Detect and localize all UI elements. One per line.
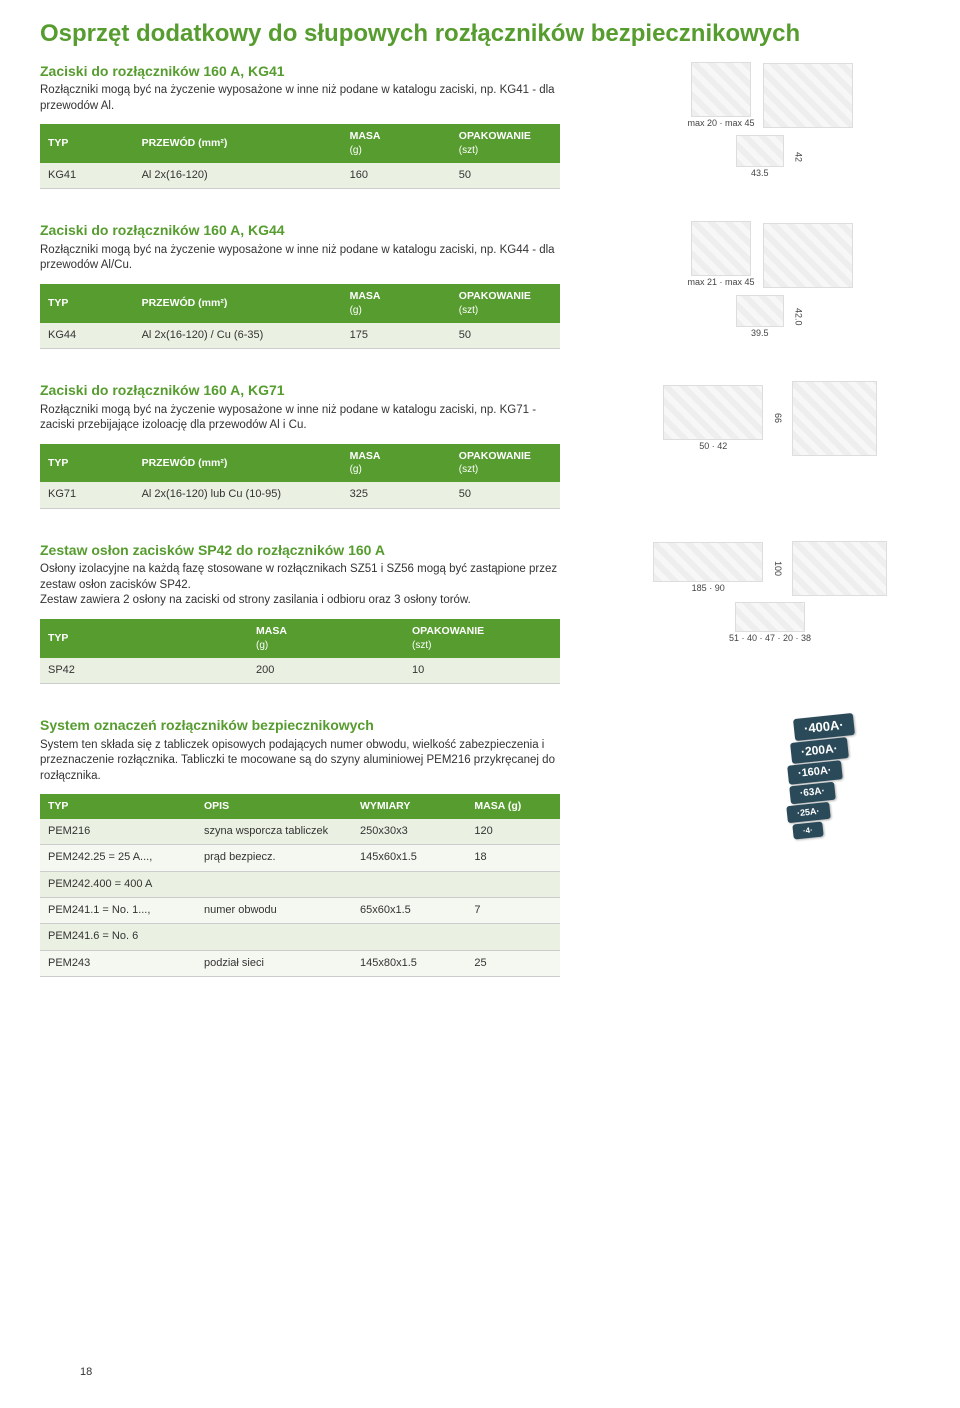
pem-title: System oznaczeń rozłączników bezpiecznik…	[40, 716, 704, 736]
th-typ: TYP	[40, 124, 134, 163]
kg41-table: TYP PRZEWÓD (mm²) MASA(g) OPAKOWANIE(szt…	[40, 124, 560, 189]
sp42-desc: Osłony izolacyjne na każdą fazę stosowan…	[40, 562, 560, 609]
section-pem: System oznaczeń rozłączników bezpiecznik…	[40, 716, 920, 977]
kg44-figure: max 21 · max 45 39.5 42.0	[620, 221, 920, 339]
table-row: PEM243podział sieci145x80x1.525	[40, 950, 560, 976]
table-row: KG44 Al 2x(16-120) / Cu (6-35) 175 50	[40, 323, 560, 349]
kg44-title: Zaciski do rozłączników 160 A, KG44	[40, 221, 604, 241]
table-row: PEM241.6 = No. 6	[40, 924, 560, 950]
kg41-desc: Rozłączniki mogą być na życzenie wyposaż…	[40, 83, 560, 114]
sp42-figure: 185 · 90 100 51 · 40 · 47 · 20 · 38	[620, 541, 920, 645]
pem-label-plate: ·25A·	[786, 802, 830, 823]
pem-label-plate: ·160A·	[787, 760, 842, 785]
kg41-title: Zaciski do rozłączników 160 A, KG41	[40, 62, 604, 82]
pem-label-plate: ·63A·	[789, 782, 836, 805]
kg44-photo	[763, 223, 853, 288]
kg44-desc: Rozłączniki mogą być na życzenie wyposaż…	[40, 243, 560, 274]
pem-label-plate: ·4·	[793, 821, 824, 839]
pem-figure: ·400A··200A··160A··63A··25A··4·	[720, 716, 920, 838]
table-row: PEM242.25 = 25 A...,prąd bezpiecz.145x60…	[40, 845, 560, 871]
section-kg44: Zaciski do rozłączników 160 A, KG44 Rozł…	[40, 221, 920, 349]
pem-table: TYP OPIS WYMIARY MASA (g) PEM216szyna ws…	[40, 794, 560, 977]
kg41-drawing-top	[736, 135, 784, 167]
table-row: KG71 Al 2x(16-120) lub Cu (10-95) 325 50	[40, 482, 560, 508]
kg71-title: Zaciski do rozłączników 160 A, KG71	[40, 381, 604, 401]
sp42-drawing-front	[653, 542, 763, 582]
kg71-photo	[792, 381, 877, 456]
page-title: Osprzęt dodatkowy do słupowych rozłączni…	[40, 20, 920, 48]
kg44-drawing-top	[736, 295, 784, 327]
table-row: SP42 200 10	[40, 658, 560, 684]
page-number: 18	[80, 1365, 92, 1380]
table-row: KG41 Al 2x(16-120) 160 50	[40, 163, 560, 189]
table-row: PEM216szyna wsporcza tabliczek250x30x312…	[40, 819, 560, 845]
sp42-title: Zestaw osłon zacisków SP42 do rozłącznik…	[40, 541, 604, 561]
section-kg41: Zaciski do rozłączników 160 A, KG41 Rozł…	[40, 62, 920, 190]
sp42-photo	[792, 541, 887, 596]
table-row: PEM241.1 = No. 1...,numer obwodu65x60x1.…	[40, 897, 560, 923]
th-masa: MASA(g)	[342, 124, 451, 163]
th-opak: OPAKOWANIE(szt)	[451, 124, 560, 163]
kg41-photo	[763, 63, 853, 128]
sp42-drawing-side	[735, 602, 805, 632]
th-przewod: PRZEWÓD (mm²)	[134, 124, 342, 163]
kg71-drawing	[663, 385, 763, 440]
kg41-drawing-side	[691, 62, 751, 117]
kg41-figure: max 20 · max 45 43.5 42	[620, 62, 920, 180]
kg71-desc: Rozłączniki mogą być na życzenie wyposaż…	[40, 403, 560, 434]
kg71-table: TYP PRZEWÓD (mm²) MASA(g) OPAKOWANIE(szt…	[40, 444, 560, 509]
sp42-table: TYP MASA(g) OPAKOWANIE(szt) SP42 200 10	[40, 619, 560, 684]
kg44-drawing-side	[691, 221, 751, 276]
kg44-table: TYP PRZEWÓD (mm²) MASA(g) OPAKOWANIE(szt…	[40, 284, 560, 349]
table-row: PEM242.400 = 400 A	[40, 871, 560, 897]
section-kg71: Zaciski do rozłączników 160 A, KG71 Rozł…	[40, 381, 920, 509]
section-sp42: Zestaw osłon zacisków SP42 do rozłącznik…	[40, 541, 920, 684]
kg71-figure: 50 · 42 66	[620, 381, 920, 456]
pem-desc: System ten składa się z tabliczek opisow…	[40, 738, 560, 785]
